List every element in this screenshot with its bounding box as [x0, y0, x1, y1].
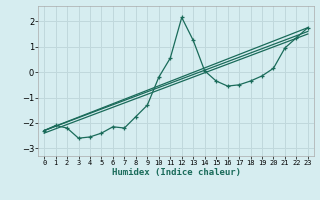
X-axis label: Humidex (Indice chaleur): Humidex (Indice chaleur) — [111, 168, 241, 177]
